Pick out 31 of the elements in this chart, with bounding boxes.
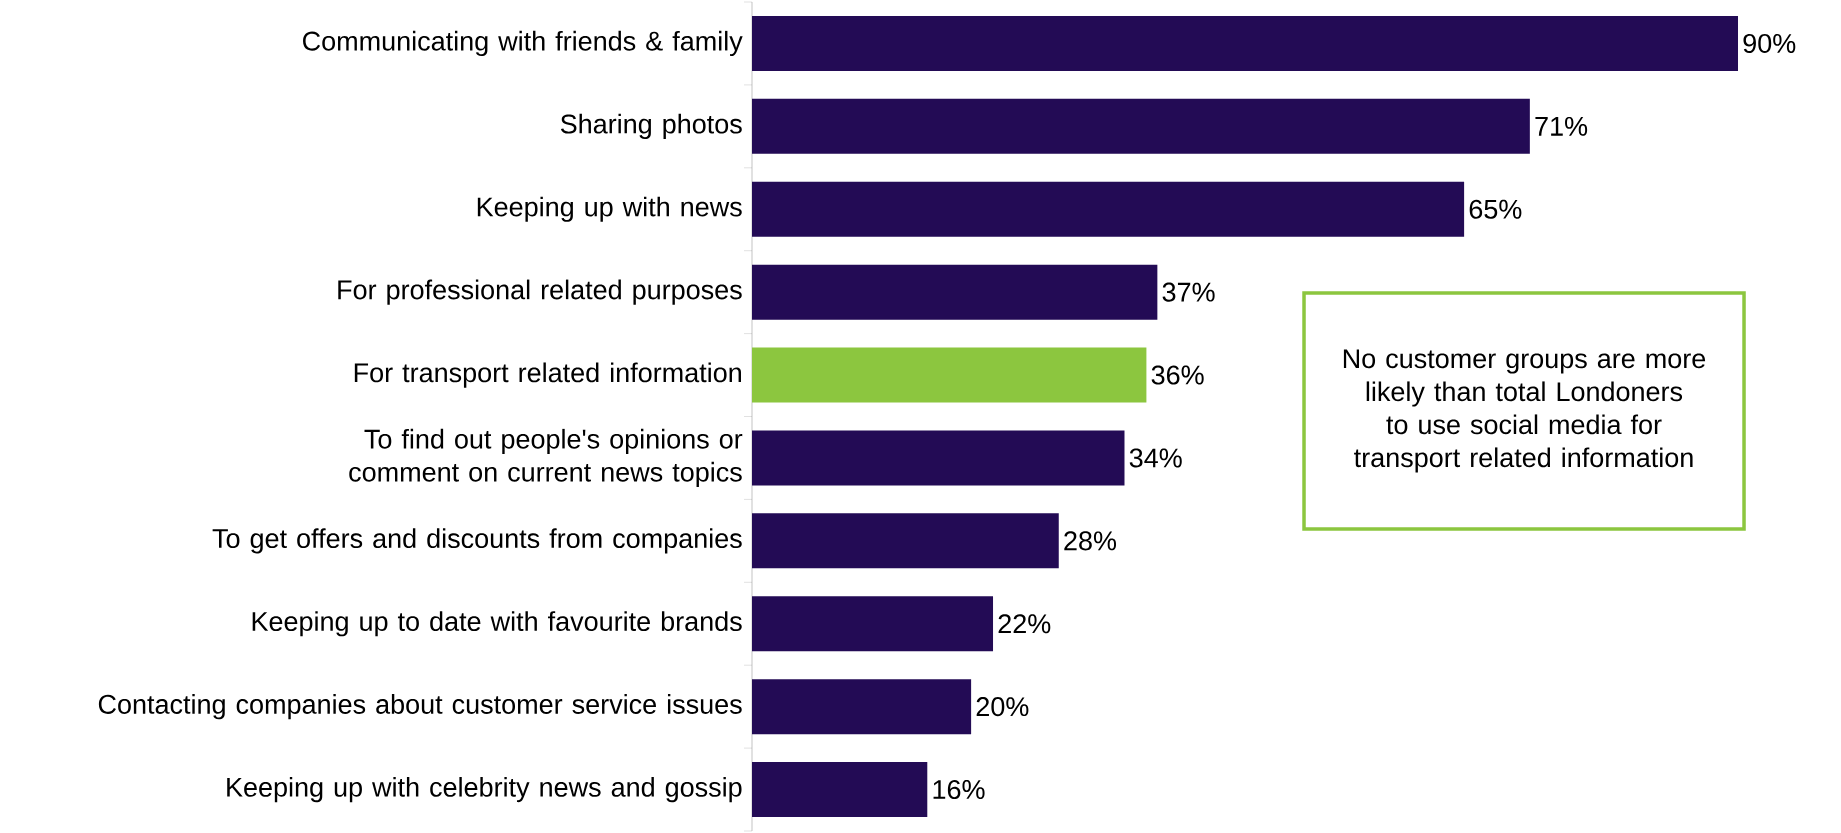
bar: [752, 181, 1465, 237]
y-tick-label: Keeping up to date with favourite brands: [252, 611, 742, 637]
bar: [752, 15, 1738, 71]
data-label: 71%: [1535, 116, 1588, 136]
data-label: 20%: [976, 697, 1029, 717]
bar: [752, 596, 994, 652]
y-tick-label: Sharing photos: [560, 113, 742, 139]
bar: [752, 98, 1530, 154]
y-tick-label: To find out people's opinions or comment on current news topics: [349, 428, 743, 488]
bar: [752, 679, 972, 735]
data-label: 36%: [1151, 365, 1204, 385]
y-tick-label: For professional related purposes: [338, 279, 742, 305]
y-tick-label: Contacting companies about customer service issues: [98, 694, 742, 720]
bar: [752, 513, 1059, 569]
bar: [752, 430, 1125, 486]
data-label: 34%: [1129, 448, 1182, 468]
bar: [752, 264, 1158, 320]
data-label: 22%: [998, 614, 1051, 634]
y-tick-label: Keeping up with news: [477, 196, 742, 222]
data-label: 65%: [1469, 199, 1522, 219]
y-tick-label: Communicating with friends & family: [303, 30, 743, 57]
annotation: No customer groups are more likely than total Londoners to use social media for transport related information: [1343, 349, 1706, 473]
data-label: 28%: [1064, 531, 1117, 551]
data-label: 90%: [1743, 33, 1796, 54]
y-tick-label: For transport related information: [354, 362, 741, 388]
y-tick-label: To get offers and discounts from companies: [212, 528, 742, 554]
bar: [752, 347, 1147, 403]
data-label: 37%: [1162, 282, 1215, 302]
y-tick-label: Keeping up with celebrity news and gossip: [227, 776, 742, 803]
bar: [752, 762, 928, 818]
data-label: 16%: [933, 780, 985, 800]
